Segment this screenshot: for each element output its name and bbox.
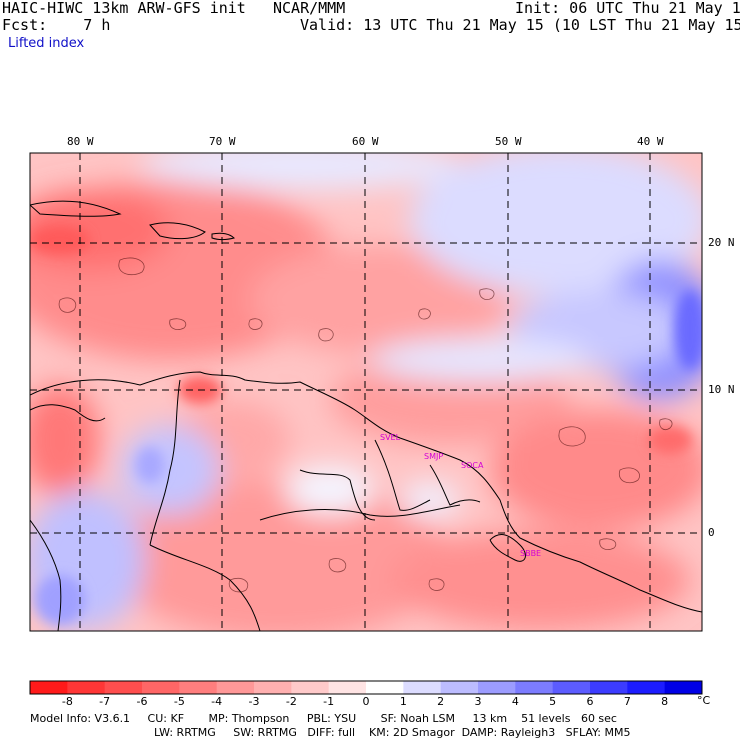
brazil-border: [259, 504, 461, 521]
station-label-svel: SVEL: [380, 433, 401, 442]
model-info-line2: LW: RRTMG SW: RRTMG DIFF: full KM: 2D Sm…: [154, 726, 631, 739]
lon-label-40w: 40 W: [637, 135, 664, 148]
colorbar-swatch: [254, 681, 292, 694]
colorbar-swatch: [515, 681, 554, 694]
central-america-coast: [30, 404, 106, 422]
station-label-smjp: SMJP: [424, 452, 443, 461]
colorbar-tick-label: 6: [586, 695, 594, 708]
colorbar-unit: °C: [697, 694, 711, 707]
field-name: Lifted index: [8, 36, 85, 51]
colorbar-tick-label: -7: [99, 695, 111, 708]
lat-label-20n: 20 N: [708, 236, 735, 249]
venezuela-border: [149, 379, 181, 546]
colorbar-swatch: [627, 681, 666, 694]
colorbar-tick-label: -5: [173, 695, 185, 708]
model-title: HAIC-HIWC 13km ARW-GFS init: [2, 0, 246, 17]
colorbar-tick-label: 2: [437, 695, 445, 708]
valid-time: Valid: 13 UTC Thu 21 May 15 (10 LST Thu …: [300, 16, 740, 34]
colorbar-tick-label: 1: [399, 695, 407, 708]
colorbar-swatch: [552, 681, 591, 694]
colorbar-tick-label: -8: [61, 695, 73, 708]
colorbar-swatch: [291, 681, 330, 694]
colorbar-tick-label: 0: [362, 695, 370, 708]
colorbar-swatch: [216, 681, 255, 694]
guiana-border: [429, 464, 481, 506]
colorbar-tick-label: 8: [661, 695, 669, 708]
colorbar-tick-label: 5: [549, 695, 557, 708]
colorbar-tick-label: -2: [285, 695, 297, 708]
colorbar-swatch: [328, 681, 367, 694]
lon-label-60w: 60 W: [352, 135, 379, 148]
caribbean-coast: [30, 371, 702, 613]
forecast-hour: Fcst: 7 h: [2, 16, 111, 34]
station-label-soca: SOCA: [461, 461, 484, 470]
colorbar-swatch: [30, 681, 68, 694]
lat-label-10n: 10 N: [708, 383, 735, 396]
colorbar-swatch: [590, 681, 628, 694]
init-time: Init: 06 UTC Thu 21 May 15: [515, 0, 740, 17]
suriname-border: [374, 439, 431, 511]
amazon-mouth: [489, 534, 526, 562]
colorbar-swatch: [440, 681, 479, 694]
cuba: [30, 200, 122, 217]
colorbar-swatch: [478, 681, 516, 694]
colorbar-tick-label: 3: [474, 695, 482, 708]
colorbar-tick-label: -1: [323, 695, 335, 708]
colorbar-tick-label: 7: [623, 695, 631, 708]
hispaniola: [149, 222, 206, 240]
lon-label-50w: 50 W: [495, 135, 522, 148]
colorbar-swatch: [664, 681, 703, 694]
puerto-rico: [211, 232, 235, 240]
colorbar-tick-label: 4: [511, 695, 519, 708]
lon-label-80w: 80 W: [67, 135, 94, 148]
guyana-border: [299, 469, 376, 521]
colorbar-swatch: [179, 681, 218, 694]
lon-label-70w: 70 W: [209, 135, 236, 148]
colorbar-swatch: [104, 681, 143, 694]
colorbar-swatch: [366, 681, 404, 694]
colorbar-tick-label: -3: [248, 695, 260, 708]
colorbar-swatch: [142, 681, 180, 694]
model-info-line1: Model Info: V3.6.1 CU: KF MP: Thompson P…: [30, 712, 617, 725]
colorbar-tick-label: -4: [211, 695, 223, 708]
lat-label-0: 0: [708, 526, 715, 539]
organization-label: NCAR/MMM: [273, 0, 346, 17]
pacific-coast: [30, 519, 62, 631]
colorbar-swatch: [403, 681, 442, 694]
colorbar-swatch: [67, 681, 106, 694]
map-frame: [29, 152, 703, 632]
colorbar-tick-label: -6: [136, 695, 148, 708]
station-label-sbbe: SBBE: [520, 549, 541, 558]
